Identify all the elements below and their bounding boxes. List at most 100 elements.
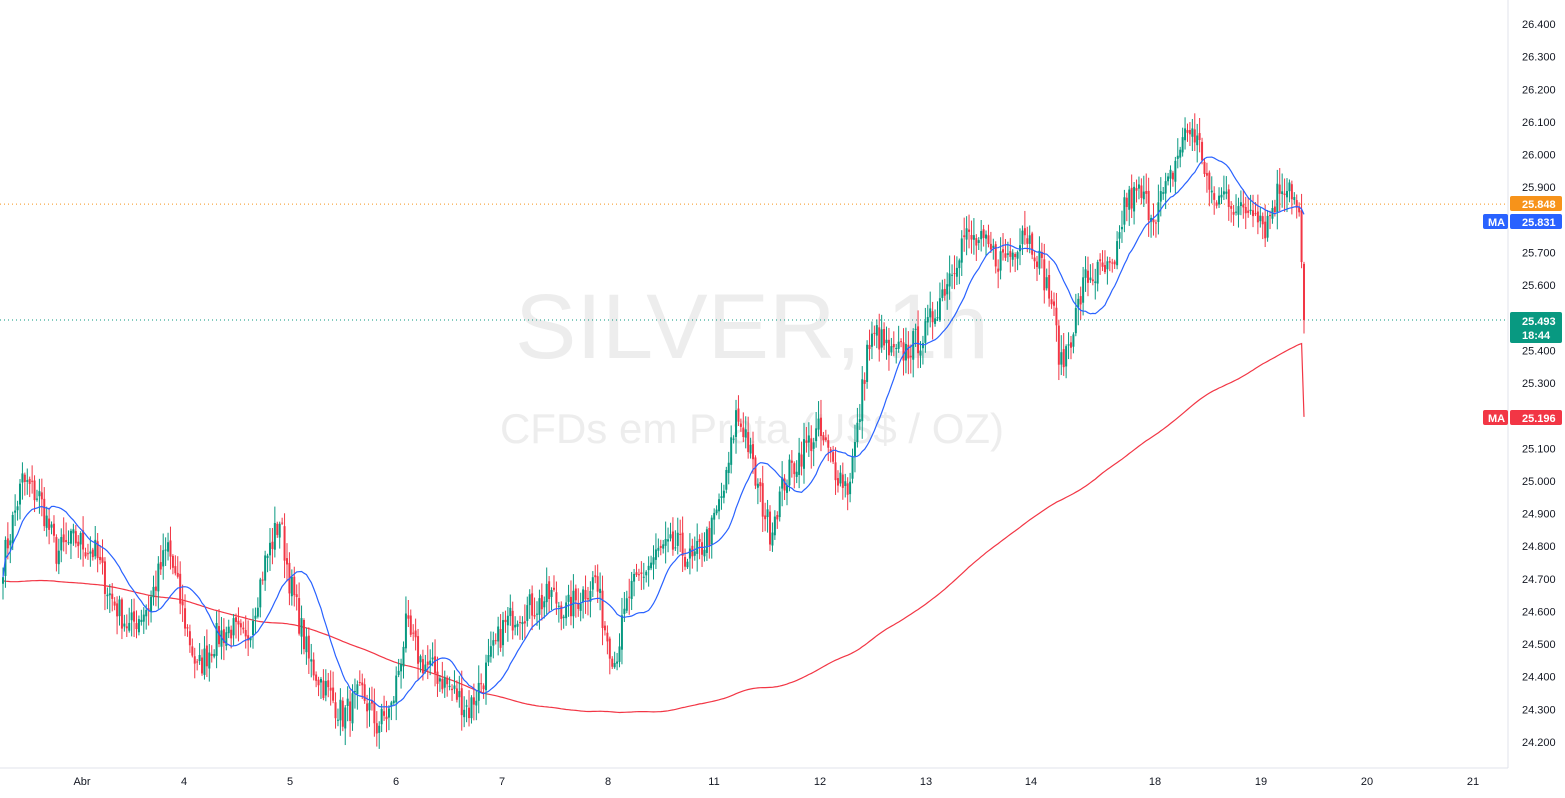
candle-body <box>152 586 155 598</box>
candle-body <box>438 678 441 682</box>
candle <box>1137 176 1140 200</box>
candle-body <box>589 590 592 602</box>
candle <box>375 711 378 747</box>
candle-body <box>856 422 859 443</box>
candle-body <box>239 623 242 628</box>
price-axis[interactable]: 26.400 26.300 26.200 26.100 26.000 25.900 25.7… <box>1507 0 1565 768</box>
candle <box>778 486 781 522</box>
candle-body <box>1295 200 1298 208</box>
candle-body <box>86 553 89 555</box>
candle-body <box>375 723 378 734</box>
candle <box>458 675 461 708</box>
candle-body <box>1242 204 1245 208</box>
candle-body <box>669 534 672 539</box>
candle-body <box>247 635 250 641</box>
candle-body <box>419 656 422 663</box>
candle <box>305 627 308 665</box>
candle-body <box>6 538 9 549</box>
candle <box>1077 293 1080 326</box>
candle <box>387 705 390 731</box>
candle <box>679 519 682 553</box>
candle <box>235 613 238 639</box>
candle <box>708 521 711 559</box>
candle <box>1205 162 1208 193</box>
symbol-watermark: SILVER, 1h CFDs em Prata (US$ / OZ) <box>500 276 1004 452</box>
candle-body <box>936 317 939 319</box>
candle-body <box>1033 257 1036 262</box>
candle-body <box>35 498 38 500</box>
candle-body <box>552 587 555 590</box>
candle-body <box>184 608 187 629</box>
candle <box>205 629 208 678</box>
candle <box>1186 123 1189 142</box>
candle-body <box>516 623 519 627</box>
price-tick-label: 24.700 <box>1522 574 1556 586</box>
candle <box>713 508 716 535</box>
candle <box>674 530 677 552</box>
candle <box>698 534 701 560</box>
candle <box>162 533 165 580</box>
candle <box>834 447 837 495</box>
candle <box>43 487 46 532</box>
candle <box>521 616 524 641</box>
candle <box>167 532 170 561</box>
candle <box>164 537 167 566</box>
candle <box>1062 332 1065 376</box>
candle <box>1188 121 1191 147</box>
candle <box>1045 268 1048 291</box>
time-axis[interactable]: Abr 4 5 6 7 8 11 12 13 14 18 19 20 21 <box>0 767 1508 793</box>
candle-body <box>710 517 713 545</box>
candle-body <box>1239 202 1242 207</box>
candle <box>174 555 177 576</box>
candle-body <box>582 589 585 603</box>
candle <box>368 687 371 727</box>
candle <box>841 462 844 500</box>
candle-body <box>968 229 971 232</box>
candle <box>735 399 738 454</box>
candle <box>52 515 55 543</box>
candle-body <box>40 492 43 500</box>
candle <box>116 596 119 635</box>
candle <box>584 575 587 614</box>
candle-body <box>480 683 483 685</box>
candle-body <box>424 664 427 672</box>
candle <box>487 638 490 667</box>
price-tick-label: 24.600 <box>1522 606 1556 618</box>
candle <box>970 220 973 254</box>
candle-body <box>633 573 636 582</box>
candle-body <box>778 491 781 518</box>
candle <box>475 690 478 721</box>
candle-body <box>727 462 730 474</box>
candle-body <box>579 603 582 611</box>
candle <box>1086 256 1089 297</box>
candle <box>244 615 247 649</box>
candle-body <box>703 549 706 557</box>
candle-body <box>349 701 352 721</box>
candle-body <box>1028 235 1031 244</box>
candle <box>1074 293 1077 337</box>
candle-body <box>1193 129 1196 143</box>
candle-body <box>737 408 740 422</box>
candle <box>133 598 136 637</box>
candle-body <box>310 659 313 662</box>
candle-body <box>254 615 257 619</box>
candle <box>955 256 958 285</box>
candle-body <box>781 477 784 489</box>
candle <box>448 676 451 691</box>
candle-body <box>506 615 509 626</box>
candle <box>242 621 245 634</box>
candle <box>344 705 347 746</box>
candle-body <box>363 684 366 701</box>
candle-body <box>341 700 344 727</box>
candle-body <box>892 344 895 348</box>
candle <box>839 465 842 487</box>
candle <box>123 614 126 632</box>
candle-body <box>1099 259 1102 262</box>
candle <box>472 683 475 721</box>
candle <box>1256 194 1259 235</box>
candle-body <box>1201 141 1204 161</box>
candle <box>142 607 145 634</box>
candle <box>1239 190 1242 216</box>
